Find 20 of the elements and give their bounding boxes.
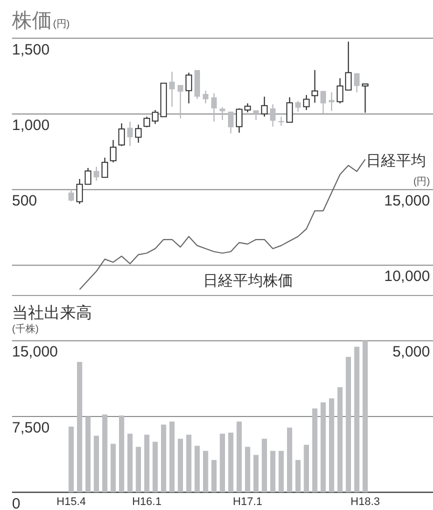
ylabel: (千株): [12, 324, 39, 335]
xtick: H15.4: [56, 496, 86, 508]
ytick: 0: [12, 495, 20, 510]
ytick: 7,500: [12, 420, 50, 436]
xtick: H16.1: [132, 496, 162, 508]
ylabel: (円): [53, 19, 70, 30]
xtick: H18.3: [350, 496, 380, 508]
y2tick: 15,000: [384, 192, 430, 210]
y2label: (円): [413, 176, 430, 188]
annotation: 5,000: [392, 344, 430, 361]
title: 株価: [12, 10, 52, 32]
ytick: 1,500: [12, 41, 50, 58]
xtick: H17.1: [232, 496, 262, 508]
series-label: 日経平均: [366, 152, 426, 170]
ytick: 15,000: [12, 344, 58, 361]
y2tick: 10,000: [384, 268, 430, 286]
title: 当社出来高: [12, 305, 92, 322]
ytick: 500: [12, 192, 38, 210]
annotation: 日経平均株価: [203, 272, 294, 290]
ytick: 1,000: [12, 116, 50, 134]
